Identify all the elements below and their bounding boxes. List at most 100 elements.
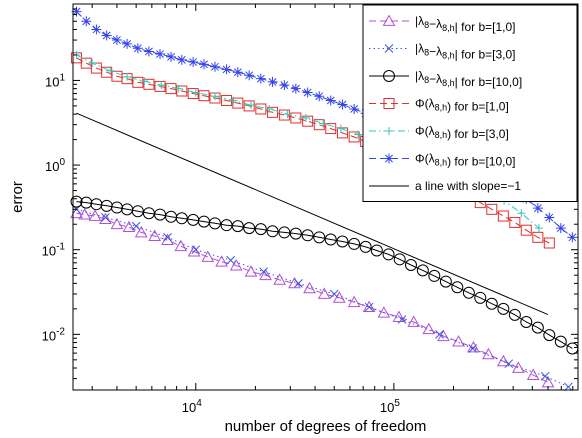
series-3-point	[232, 97, 244, 109]
series-0-point	[134, 225, 148, 238]
series-5-point	[198, 59, 209, 70]
series-4-point	[301, 113, 310, 122]
legend-label-3: Φ(λ8,h) for b=[1,0]	[415, 97, 509, 114]
series-5-point	[101, 30, 112, 41]
series-2-point	[289, 227, 302, 240]
series-2-point	[324, 233, 337, 246]
series-4-point	[174, 84, 183, 93]
series-0-point	[482, 347, 495, 360]
series-0-point	[407, 315, 421, 327]
series-5-point	[221, 64, 232, 75]
series-3-point	[520, 224, 532, 236]
series-1-point	[435, 329, 444, 339]
series-0-point	[78, 208, 92, 220]
series-5-point	[143, 46, 154, 57]
series-6	[76, 112, 549, 316]
series-5-point	[255, 73, 266, 84]
series-5-point	[155, 49, 166, 60]
series-2-point	[301, 229, 314, 242]
series-1-point	[540, 371, 550, 381]
series-0-point	[347, 295, 361, 308]
legend-box	[362, 4, 578, 202]
series-5-point	[209, 61, 220, 72]
series-1-point	[294, 279, 303, 288]
series-2-point	[231, 220, 244, 233]
legend-swatch-marker	[384, 44, 394, 53]
legend-item-3: Φ(λ8,h) for b=[1,0]	[369, 97, 509, 114]
series-0-point	[99, 212, 112, 224]
series-0-point	[273, 273, 286, 285]
series-0-point	[148, 229, 162, 241]
series-0-point	[392, 310, 406, 322]
series-5-point	[290, 83, 301, 94]
series-5-point	[337, 99, 348, 110]
series-5-point	[544, 212, 555, 223]
legend: |λ8−λ8,h| for b=[1,0] |λ8−λ8,h| for b=[3,…	[362, 4, 578, 202]
series-3-point	[302, 115, 314, 127]
series-4-point	[354, 130, 363, 139]
series-4-point	[229, 96, 238, 105]
series-2-point	[451, 281, 464, 294]
series-1-point	[259, 267, 268, 277]
series-4-point	[247, 101, 256, 110]
series-5-point	[122, 38, 133, 49]
series-1-point	[468, 344, 478, 353]
legend-item-4: Φ(λ8,h) for b=[3,0]	[369, 124, 509, 141]
legend-label-2: |λ8−λ8,h| for b=[10,0]	[415, 69, 522, 89]
series-2-point	[393, 253, 406, 266]
series-5-point	[81, 16, 92, 27]
series-2-point	[243, 222, 256, 235]
series-0-point	[317, 287, 331, 299]
series-1-point	[131, 221, 141, 231]
series-1-point	[101, 213, 110, 222]
legend-swatch-marker	[384, 153, 394, 164]
series-0-point	[201, 250, 215, 262]
series-3-point	[497, 210, 509, 222]
series-2-point	[208, 217, 221, 230]
series-2-point	[266, 225, 279, 238]
series-2-point	[554, 335, 567, 348]
series-5-point	[349, 103, 360, 114]
series-2-point	[508, 308, 521, 321]
series-4-point	[517, 209, 526, 218]
series-4-point	[88, 59, 97, 68]
series-2-point	[110, 201, 123, 214]
series-2-point	[428, 269, 441, 282]
series-1-point	[191, 245, 201, 255]
series-2-point	[348, 237, 361, 250]
series-2-point	[175, 212, 188, 225]
series-4-point	[283, 110, 292, 119]
series-0-point	[244, 265, 258, 277]
y-tick-label: 10-2	[42, 326, 66, 343]
series-2-point	[370, 244, 383, 257]
series-5-point	[555, 223, 566, 234]
series-5-point	[314, 91, 325, 102]
plot-frame	[72, 3, 579, 391]
series-3-point	[348, 131, 360, 143]
series-5-point	[91, 24, 102, 35]
legend-label-5: Φ(λ8,h) for b=[10,0]	[415, 152, 515, 169]
series-5-point	[567, 232, 578, 243]
series-4-point	[191, 88, 200, 97]
series-2-point	[543, 329, 556, 342]
x-axis-label: number of degrees of freedom	[225, 418, 427, 435]
series-3-point	[325, 123, 337, 135]
series-3-point	[243, 100, 255, 112]
series-5-point	[244, 70, 255, 81]
series-5-point	[188, 57, 199, 68]
legend-item-5: Φ(λ8,h) for b=[10,0]	[369, 152, 515, 169]
series-1-point	[564, 382, 573, 392]
series-4-point	[157, 81, 166, 90]
series-1-point	[163, 232, 172, 242]
series-4-point	[265, 104, 274, 113]
series-3-point	[486, 203, 498, 215]
series-0-point	[110, 217, 124, 230]
series-4-point	[319, 119, 328, 128]
series-2-point	[336, 235, 349, 248]
series-1-point	[397, 315, 407, 324]
legend-swatch-marker	[385, 127, 393, 135]
series-0-point	[512, 361, 525, 373]
series-2-point	[382, 248, 395, 261]
series-3-point	[187, 88, 199, 100]
